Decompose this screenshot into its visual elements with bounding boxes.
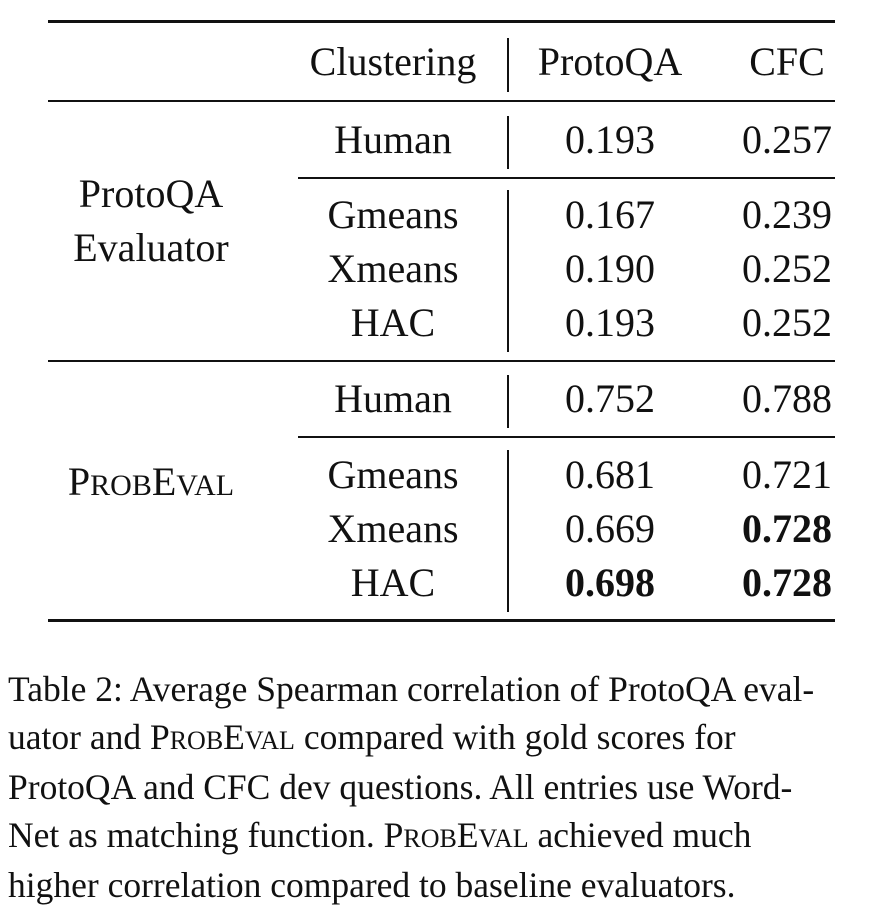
g2-row2-protoqa: 0.681 [565,452,655,497]
g1-row1-cfc: 0.257 [742,117,832,162]
g1-row4-protoqa: 0.193 [565,300,655,345]
caption-line-2: uator and PROBEVAL compared with gold sc… [8,716,736,757]
group1-human-rule [298,177,835,179]
group1-label-line2: Evaluator [73,225,229,270]
table-top-rule [48,20,835,23]
table-bottom-rule [48,619,835,622]
group2-label: PROBEVAL [67,459,235,504]
group2-human-rule [298,436,835,438]
g1-row1-method: Human [334,117,452,162]
header-clustering: Clustering [309,39,477,84]
caption-probeval-1: PROBEVAL [149,716,295,757]
g1-row3-protoqa: 0.190 [565,246,655,291]
group1-label-line1: ProtoQA [78,171,224,216]
g1-row4-method: HAC [350,300,436,345]
g1-methods-vertical-rule [507,190,509,352]
g2-row4-method: HAC [350,560,436,605]
g2-methods-vertical-rule [507,450,509,612]
g1-row3-cfc: 0.252 [742,246,832,291]
caption-line-3: ProtoQA and CFC dev questions. All entri… [8,767,793,807]
g2-row1-cfc: 0.788 [742,376,832,421]
g2-row2-method: Gmeans [327,452,459,497]
g2-row2-cfc: 0.721 [742,452,832,497]
g1-row2-cfc: 0.239 [742,192,832,237]
caption-line-1: Table 2: Average Spearman correlation of… [8,669,815,709]
g1-row1-protoqa: 0.193 [565,117,655,162]
g2-row3-protoqa: 0.669 [565,506,655,551]
caption-line-4: Net as matching function. PROBEVAL achie… [8,814,752,855]
g1-row2-method: Gmeans [327,192,459,237]
g2-row1-protoqa: 0.752 [565,376,655,421]
caption-line-5: higher correlation compared to baseline … [8,865,736,905]
g1-row4-cfc: 0.252 [742,300,832,345]
header-vertical-rule [507,38,509,92]
header-protoqa: ProtoQA [537,39,683,84]
g2-row3-method: Xmeans [327,506,459,551]
g1-row2-protoqa: 0.167 [565,192,655,237]
g1-human-vertical-rule [507,116,509,169]
group-separator-rule [48,360,835,362]
table-caption: Table 2: Average Spearman correlation of… [8,666,886,910]
header-bottom-rule [48,100,835,102]
g1-row3-method: Xmeans [327,246,459,291]
g2-row4-protoqa: 0.698 [565,560,655,605]
g2-row4-cfc: 0.728 [742,560,832,605]
g2-human-vertical-rule [507,375,509,428]
header-cfc: CFC [749,39,825,84]
g2-row3-cfc: 0.728 [742,506,832,551]
g2-row1-method: Human [334,376,452,421]
caption-probeval-2: PROBEVAL [383,814,529,855]
